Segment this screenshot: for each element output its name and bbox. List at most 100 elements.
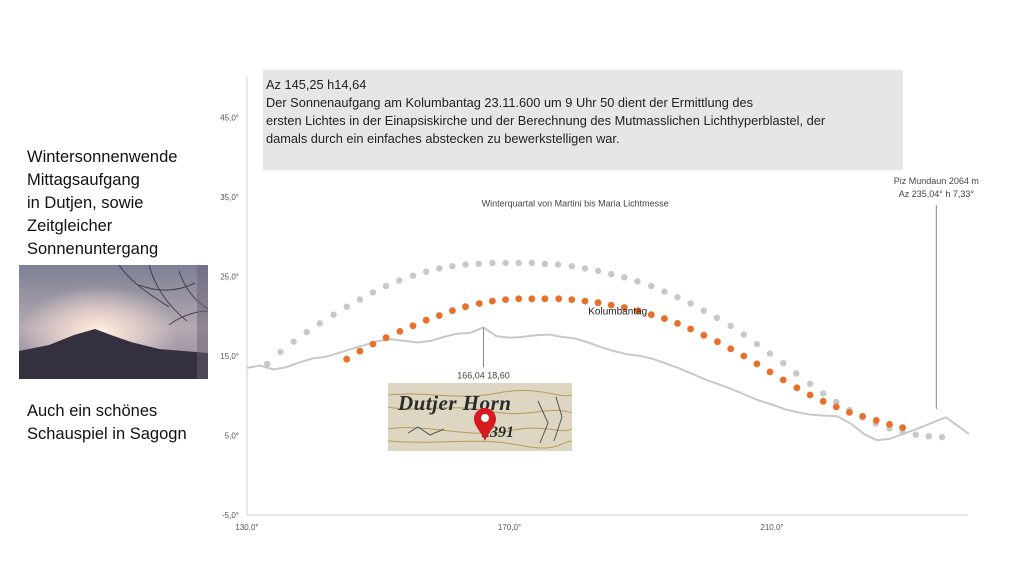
kolumbantag-point [541,295,549,303]
winterquartal-point [382,282,390,290]
kolumbantag-point [661,315,668,322]
winterquartal-point [489,259,496,267]
kolumbantag-point [369,340,377,348]
winterquartal-point [740,331,747,338]
kolumbantag-point [819,397,827,405]
y-tick-label: 35,0° [220,193,239,202]
sagogn-caption: Auch ein schönes Schauspiel in Sagogn [27,402,187,443]
info-box: Az 145,25 h14,64 Der Sonnenaufgang am Ko… [263,70,903,170]
info-line-4: damals durch ein einfaches abstecken zu … [266,131,620,146]
kolumbantag-point [872,417,880,424]
winterquartal-point [833,398,840,406]
kolumbantag-point [449,307,456,315]
winterquartal-point [687,300,694,307]
winterquartal-point [608,270,615,278]
info-line-azimuth: Az 145,25 h14,64 [266,77,367,92]
winterquartal-point [316,320,323,327]
winterquartal-point [409,272,417,279]
winterquartal-point [277,348,284,356]
kolumbantag-point [647,311,655,319]
winterquartal-point [753,340,761,348]
kolumbantag-point [409,322,417,330]
side-title-text: Wintersonnenwende Mittagsaufgang in Dutj… [27,148,178,258]
winterquartal-point [621,274,628,281]
winterquartal-point [727,322,734,329]
kolumbantag-point [714,338,721,346]
kolumbantag-point [753,360,761,368]
kolumbantag-point [727,345,735,353]
winterquartal-point [528,259,535,267]
kolumbantag-point [475,300,483,307]
winterquartal-point [356,296,364,303]
kolumbantag-point [620,304,628,311]
kolumbantag-point [594,299,602,307]
kolumbantag-point [859,413,866,420]
kolumbantag-point [674,320,681,327]
winterquartal-point [594,267,602,275]
kolumbantag-point [886,421,893,428]
winterquartal-point [912,431,919,438]
winterquartal-point [568,263,575,270]
x-tick-label: 130,0° [235,523,258,532]
map-peak-label: Dutjer Horn [397,391,511,415]
winterquartal-point [938,433,946,441]
winterquartal-point [396,277,403,284]
winterquartal-point [436,265,443,272]
winterquartal-point [475,260,482,267]
winterquartal-point [648,282,655,290]
piz-mundaun-label: Piz Mundaun 2064 m [894,176,979,186]
kolumbantag-point [793,384,801,392]
winterquartal-point [634,278,641,285]
kolumbantag-point [343,355,351,363]
kolumbantag-point [806,391,814,399]
dutjer-horn-coordinates-label: 166,04 18,60 [457,370,510,380]
y-tick-label: 5,0° [225,432,239,441]
winterquartal-point [502,259,509,267]
winterquartal-point [780,360,787,367]
y-axis-ticks: -5,0° 5,0° 15,0° 25,0° 35,0° 45,0° [220,114,239,521]
winterquartal-point [515,259,522,267]
y-tick-label: 45,0° [220,114,239,123]
kolumbantag-point [766,368,774,376]
kolumbantag-point [568,296,576,303]
winterquartal-point [369,289,377,296]
topo-map-inset: Dutjer Horn 2391 [388,383,572,451]
winterquartal-point [700,307,707,314]
winterquartal-point [793,370,800,377]
kolumbantag-point [515,295,523,303]
horizon-profile-line [246,326,970,442]
kolumbantag-point [687,325,694,333]
winterquartal-point [303,328,310,336]
x-tick-label: 170,0° [498,523,521,532]
y-tick-label: 25,0° [220,273,239,282]
winterquartal-point [713,314,721,321]
kolumbantag-point [832,403,840,411]
kolumbantag-point [356,347,364,355]
winterquartal-point [264,360,271,368]
kolumbantag-point [846,409,853,416]
kolumbantag-point [489,297,496,305]
winterquartal-point [766,350,774,357]
kolumbantag-point [382,334,390,342]
kolumbantag-point [422,316,430,324]
winterquartal-point [290,338,297,345]
kolumbantag-point [700,331,708,339]
winterquartal-point [925,433,932,440]
kolumbantag-label: Kolumbantag [588,307,647,318]
winterquartal-label: Winterquartal von Martini bis Maria Lich… [482,199,669,209]
kolumbantag-point [396,328,404,335]
winterquartal-point [343,303,350,310]
winterquartal-point [330,311,337,318]
winterquartal-point [541,260,549,267]
piz-mundaun-coordinates-label: Az 235,04° h 7,33° [899,189,975,199]
kolumbantag-point [462,303,469,311]
kolumbantag-point [581,297,589,305]
kolumbantag-point [502,296,509,303]
location-pin-icon [474,408,496,441]
info-line-3: ersten Lichtes in der Einapsiskirche und… [266,113,826,128]
sunrise-photo [19,264,209,379]
x-tick-label: 210,0° [760,523,783,532]
winterquartal-point [423,268,430,275]
y-tick-label: 15,0° [220,352,239,361]
